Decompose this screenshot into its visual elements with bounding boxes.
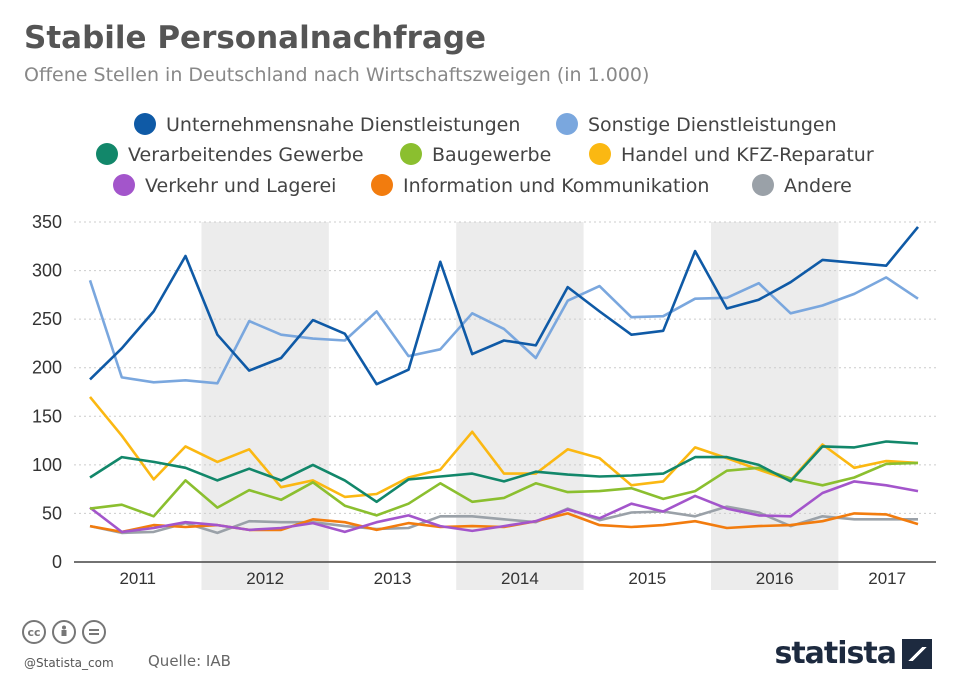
y-tick-label: 150 — [32, 406, 62, 426]
license-icons: cc — [22, 620, 106, 644]
x-tick-label: 2015 — [628, 569, 666, 588]
source-note: Quelle: IAB — [148, 652, 231, 670]
legend-marker — [589, 143, 611, 165]
y-tick-label: 100 — [32, 455, 62, 475]
y-tick-label: 350 — [32, 212, 62, 232]
legend-label: Baugewerbe — [432, 144, 551, 166]
legend-label: Handel und KFZ-Reparatur — [621, 144, 874, 166]
by-icon — [52, 620, 76, 644]
nd-icon — [82, 620, 106, 644]
y-tick-label: 250 — [32, 309, 62, 329]
legend-label: Verkehr und Lagerei — [145, 175, 336, 197]
x-tick-label: 2013 — [374, 569, 412, 588]
legend-marker — [752, 174, 774, 196]
legend-marker — [113, 174, 135, 196]
legend-marker — [134, 113, 156, 135]
legend-label: Information und Kommunikation — [403, 175, 709, 197]
legend-label: Sonstige Dienstleistungen — [588, 114, 837, 136]
cc-icon: cc — [22, 620, 46, 644]
legend-label: Verarbeitendes Gewerbe — [128, 144, 364, 166]
x-tick-label: 2016 — [756, 569, 794, 588]
chart-subtitle: Offene Stellen in Deutschland nach Wirts… — [24, 64, 650, 86]
series-line-0 — [89, 226, 920, 386]
series-line-7 — [89, 505, 918, 535]
legend-label: Andere — [784, 175, 852, 197]
legend-marker — [556, 113, 578, 135]
legend-marker — [96, 143, 118, 165]
year-band-2012 — [201, 222, 329, 590]
legend-marker — [371, 174, 393, 196]
chart-title: Stabile Personalnachfrage — [24, 20, 487, 56]
series-line-1 — [88, 276, 919, 385]
y-tick-label: 0 — [52, 552, 62, 572]
year-band-2016 — [711, 222, 839, 590]
statista-logo[interactable]: statista — [774, 636, 932, 671]
y-tick-label: 300 — [32, 261, 62, 281]
legend-marker — [400, 143, 422, 165]
year-band-2014 — [456, 222, 584, 590]
brand-text: statista — [774, 636, 897, 671]
series-line-2 — [89, 440, 919, 504]
x-tick-label: 2011 — [119, 569, 156, 588]
x-tick-label: 2014 — [501, 569, 539, 588]
statista-logo-icon — [902, 638, 932, 669]
statista-handle: @Statista_com — [24, 656, 114, 670]
x-tick-label: 2017 — [868, 569, 906, 588]
legend-label: Unternehmensnahe Dienstleistungen — [166, 114, 520, 136]
y-tick-label: 50 — [42, 503, 62, 523]
x-tick-label: 2012 — [246, 569, 284, 588]
y-tick-label: 200 — [32, 358, 62, 378]
series-line-5 — [89, 480, 919, 534]
